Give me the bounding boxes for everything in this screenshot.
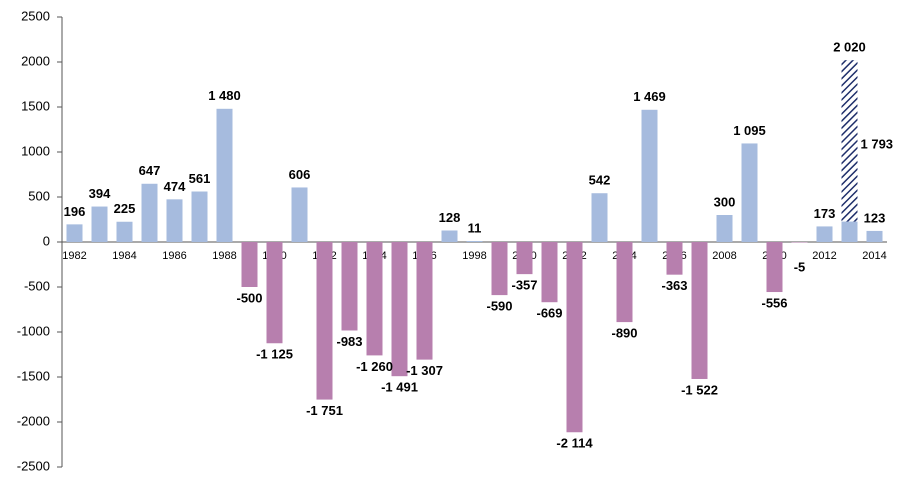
bar [342,242,358,330]
x-tick-label: 1982 [62,250,86,262]
y-tick-label: 2000 [21,53,50,68]
y-tick-label: 1500 [21,98,50,113]
bar [292,187,308,242]
bar [542,242,558,302]
bar [867,231,883,242]
y-tick-label: -1500 [17,368,50,383]
x-tick-label: 1998 [462,250,486,262]
data-label: -1 125 [256,347,293,362]
bar [567,242,583,432]
data-label: 173 [814,206,836,221]
data-label: 1 095 [733,123,766,138]
bar [517,242,533,274]
bar [467,241,483,242]
data-label: 225 [114,201,136,216]
data-label: -500 [236,290,262,305]
data-label: -983 [336,334,362,349]
data-label: -590 [486,299,512,314]
bar [767,242,783,292]
bar [317,242,333,400]
x-tick-label: 1986 [162,250,186,262]
data-label: 1 793 [861,136,894,151]
x-tick-label: 1988 [212,250,236,262]
y-tick-label: -1000 [17,323,50,338]
bar [67,224,83,242]
data-label: 11 [468,220,482,235]
bar [667,242,683,275]
data-label: -1 260 [356,359,393,374]
bar [742,143,758,242]
data-label: -5 [794,259,806,274]
bar [92,207,108,242]
data-label: 1 469 [633,89,666,104]
bar [367,242,383,355]
bar [642,110,658,242]
bar [417,242,433,360]
data-label: 647 [139,163,161,178]
data-label: 1 480 [208,88,241,103]
data-label: -1 491 [381,380,418,395]
data-label: 300 [714,194,736,209]
data-label: -1 307 [406,363,443,378]
bar [392,242,408,376]
data-label: -890 [611,326,637,341]
y-tick-label: 2500 [21,8,50,23]
bar [217,109,233,242]
x-tick-label: 2014 [862,250,886,262]
data-label: -2 114 [556,436,593,451]
data-label: 196 [64,204,86,219]
data-label: -1 522 [681,382,718,397]
data-label: -669 [536,306,562,321]
y-tick-label: -2500 [17,458,50,473]
bar [717,215,733,242]
data-label: -556 [761,295,787,310]
data-label: 474 [164,179,186,194]
data-label: 542 [589,173,611,188]
bar [242,242,258,287]
bar [692,242,708,379]
y-tick-label: 500 [28,188,50,203]
data-label: -363 [661,278,687,293]
highlight-bar [842,60,858,221]
y-tick-label: -2000 [17,413,50,428]
bar [167,199,183,242]
bar [442,230,458,242]
x-tick-label: 2012 [812,250,836,262]
y-tick-label: -500 [24,278,50,293]
y-tick-label: 0 [43,233,50,248]
bar [817,226,833,242]
x-tick-label: 1984 [112,250,136,262]
bar [617,242,633,322]
bar [267,242,283,343]
data-label: 123 [864,210,886,225]
bar [142,184,158,242]
bar [192,192,208,242]
data-label: 2 020 [833,40,866,55]
data-label: 606 [289,167,311,182]
bar [492,242,508,295]
x-tick-label: 2008 [712,250,736,262]
bar [117,222,133,242]
y-tick-label: 1000 [21,143,50,158]
data-label: -357 [511,278,537,293]
data-label: 561 [189,171,211,186]
bar [592,193,608,242]
data-label: -1 751 [306,403,343,418]
data-label: 128 [439,210,461,225]
data-label: 394 [89,186,111,201]
